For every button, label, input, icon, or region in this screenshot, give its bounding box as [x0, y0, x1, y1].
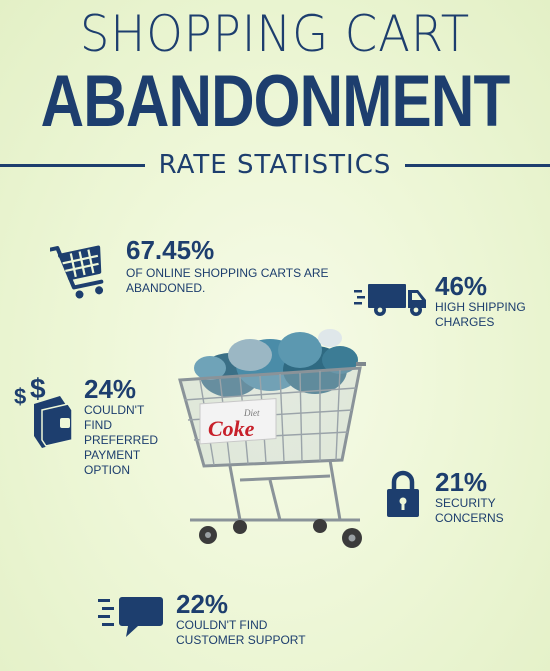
- stat-shipping-value: 46%: [435, 271, 488, 301]
- stat-payment-label-5: OPTION: [84, 463, 131, 477]
- delivery-truck-icon: [354, 284, 426, 316]
- chat-bubble-icon: [98, 597, 163, 637]
- stat-payment-label-1: COULDN'T: [84, 403, 145, 417]
- stat-abandoned-label: OF ONLINE SHOPPING CARTS ARE ABANDONED.: [126, 266, 329, 295]
- svg-text:$: $: [30, 374, 46, 404]
- stat-shipping: 46% HIGH SHIPPING CHARGES: [435, 272, 550, 330]
- rule-left: [0, 163, 145, 167]
- shopping-cart-photo: Coke Diet: [178, 329, 366, 548]
- wallet-dollar-icon: $ $: [14, 374, 73, 448]
- title-line-2: ABANDONMENT: [40, 60, 511, 142]
- stat-support-label-2: CUSTOMER SUPPORT: [176, 633, 306, 647]
- stat-shipping-label-1: HIGH SHIPPING: [435, 300, 526, 314]
- brand-text: Coke: [208, 416, 255, 441]
- stat-payment-label-2: FIND: [84, 418, 112, 432]
- stat-support-value: 22%: [176, 589, 229, 619]
- stat-payment: 24% COULDN'T FIND PREFERRED PAYMENT OPTI…: [84, 375, 194, 478]
- subtitle-row: RATE STATISTICS: [0, 150, 550, 180]
- stat-security-value: 21%: [435, 467, 488, 497]
- stat-payment-label-3: PREFERRED: [84, 433, 159, 447]
- stat-security-label-1: SECURITY: [435, 496, 496, 510]
- rule-right: [405, 163, 550, 167]
- padlock-icon: [387, 470, 419, 517]
- stat-payment-label-4: PAYMENT: [84, 448, 141, 462]
- stat-security: 21% SECURITY CONCERNS: [435, 468, 545, 526]
- brand-sub: Diet: [243, 408, 260, 418]
- stat-security-label-2: CONCERNS: [435, 511, 504, 525]
- stat-abandoned: 67.45% OF ONLINE SHOPPING CARTS ARE ABAN…: [126, 236, 366, 296]
- stat-support: 22% COULDN'T FIND CUSTOMER SUPPORT: [176, 590, 356, 648]
- title-line-1: SHOPPING CART: [79, 5, 471, 63]
- svg-text:$: $: [14, 384, 26, 409]
- shopping-cart-icon: [50, 245, 104, 299]
- stat-shipping-label-2: CHARGES: [435, 315, 495, 329]
- stat-support-label-1: COULDN'T FIND: [176, 618, 268, 632]
- stat-payment-value: 24%: [84, 374, 137, 404]
- subtitle: RATE STATISTICS: [158, 150, 392, 180]
- stat-abandoned-value: 67.45%: [126, 235, 215, 265]
